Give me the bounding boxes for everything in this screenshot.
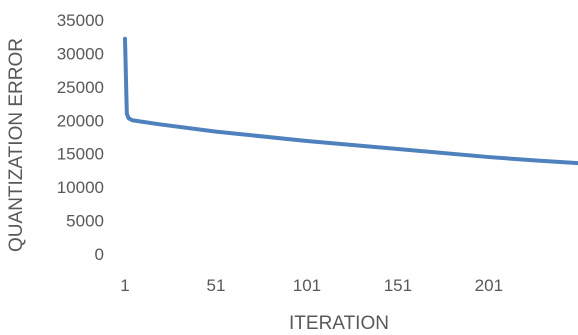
y-tick-label: 0 [95,245,104,264]
y-tick-label: 10000 [57,178,104,197]
x-tick-label: 1 [120,276,129,295]
y-tick-label: 20000 [57,111,104,130]
x-tick-label: 151 [384,276,412,295]
y-axis-title: QUANTIZATION ERROR [6,38,27,252]
x-tick-label: 101 [293,276,321,295]
y-tick-label: 15000 [57,145,104,164]
y-tick-label: 5000 [66,212,104,231]
series-line [123,36,578,166]
y-tick-label: 25000 [57,78,104,97]
x-axis-title: ITERATION [289,313,389,334]
x-tick-label: 201 [475,276,503,295]
y-tick-label: 30000 [57,44,104,63]
x-tick-label: 51 [207,276,226,295]
y-axis-tick-labels: 0 5000 10000 15000 20000 25000 30000 35000 [57,11,104,264]
series-layer [123,36,578,166]
y-tick-label: 35000 [57,11,104,30]
x-axis-tick-labels: 1 51 101 151 201 [120,276,503,295]
